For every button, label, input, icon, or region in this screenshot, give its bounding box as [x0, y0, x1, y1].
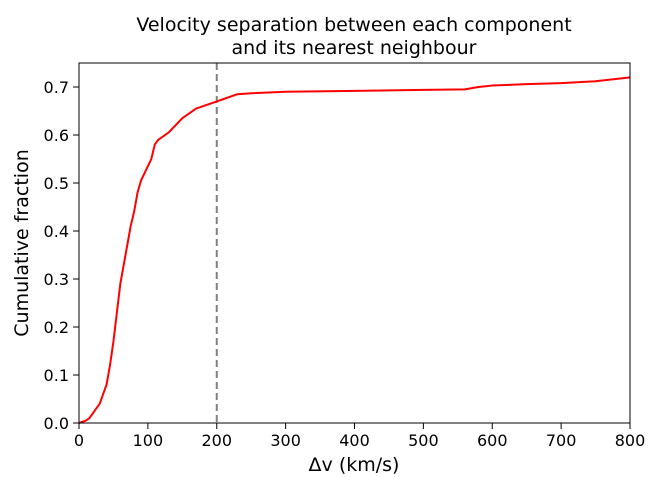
- y-tick-label-0.6: 0.6: [44, 126, 69, 145]
- chart-title-line-1: Velocity separation between each compone…: [136, 14, 571, 36]
- x-axis-label: Δv (km/s): [309, 454, 400, 476]
- x-tick-label-400: 400: [339, 431, 370, 450]
- y-tick-label-0.5: 0.5: [44, 174, 69, 193]
- x-tick-label-200: 200: [201, 431, 232, 450]
- y-tick-label-0.0: 0.0: [44, 414, 69, 433]
- x-tick-label-300: 300: [270, 431, 301, 450]
- x-tick-label-500: 500: [408, 431, 439, 450]
- y-tick-label-0.2: 0.2: [44, 318, 69, 337]
- chart-title-line-2: and its nearest neighbour: [232, 37, 477, 59]
- x-tick-label-0: 0: [74, 431, 84, 450]
- plot-frame: [79, 63, 630, 423]
- plot-area: 0 100 200 300 400 500 600 700 800 0.0 0.1 0.2 0.3 0.4…: [44, 63, 646, 450]
- x-tick-label-600: 600: [477, 431, 508, 450]
- x-tick-label-800: 800: [615, 431, 646, 450]
- x-tick-label-100: 100: [133, 431, 164, 450]
- y-tick-label-0.1: 0.1: [44, 366, 69, 385]
- y-tick-label-0.4: 0.4: [44, 222, 69, 241]
- x-tick-label-700: 700: [546, 431, 577, 450]
- y-axis-label: Cumulative fraction: [11, 149, 33, 336]
- y-tick-label-0.3: 0.3: [44, 270, 69, 289]
- series-line-0: [79, 77, 630, 423]
- y-tick-label-0.7: 0.7: [44, 78, 69, 97]
